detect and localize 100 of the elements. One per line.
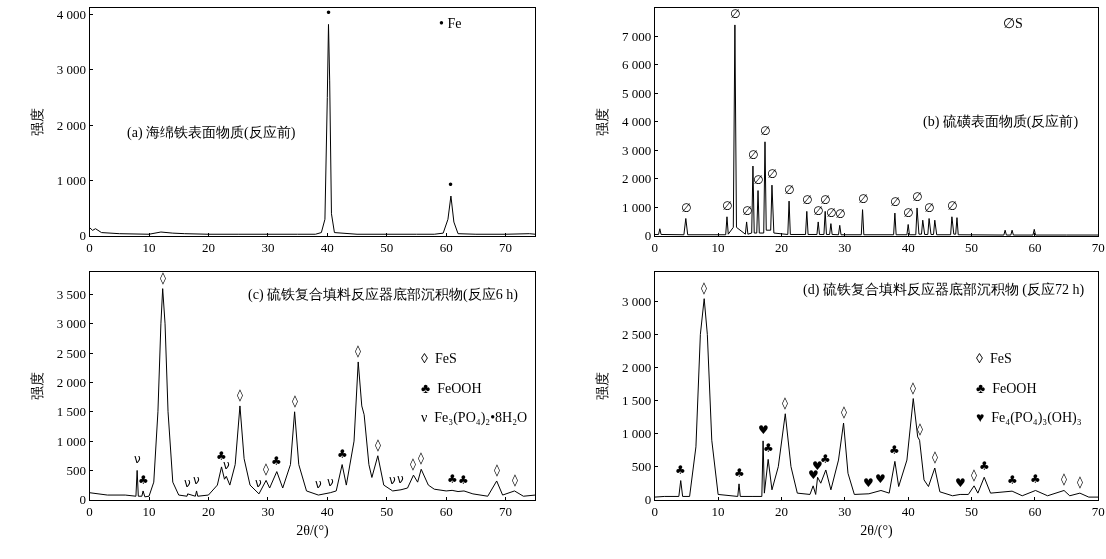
- y-tick-label: 500: [66, 462, 86, 478]
- y-tick-label: 1 500: [621, 393, 652, 409]
- text: (a) 海绵铁表面物质(反应前): [127, 125, 296, 141]
- annotation: ◊: [917, 422, 923, 436]
- annotation: ◊: [292, 394, 298, 408]
- y-tick-label: 1 500: [56, 404, 86, 420]
- annotation: ♣: [889, 443, 900, 457]
- y-tick-label: 5 000: [621, 85, 652, 101]
- x-tick-label: 50: [965, 240, 979, 256]
- annotation: ν: [327, 475, 334, 489]
- x-tick-label: 30: [261, 240, 275, 256]
- annotation: ◊: [1077, 475, 1083, 489]
- annotation: ◊: [375, 438, 381, 452]
- x-tick-label: 60: [439, 240, 453, 256]
- annotation: ◊: [841, 405, 847, 419]
- x-tick-label: 20: [201, 240, 215, 256]
- annotation: ♣: [447, 472, 458, 486]
- annotation: ∅: [730, 7, 741, 21]
- x-tick-label: 70: [499, 504, 513, 520]
- annotation: ♥: [875, 472, 886, 486]
- annotation: ∅: [835, 207, 846, 221]
- x-tick-label: 20: [201, 504, 215, 520]
- annotation: ◊: [782, 396, 788, 410]
- annotation: ♥: [758, 423, 769, 437]
- x-tick-label: 60: [1028, 504, 1042, 520]
- annotation: ∅: [890, 195, 901, 209]
- y-tick-label: 3 000: [621, 142, 652, 158]
- y-tick-label: 2 500: [56, 345, 86, 361]
- annotation: ν: [255, 476, 262, 490]
- x-tick-label: 40: [901, 504, 915, 520]
- annotation: ◊: [932, 450, 938, 464]
- text: (c) 硫铁复合填料反应器底部沉积物(反应6 h): [248, 287, 519, 303]
- annotation: ♣: [458, 473, 469, 487]
- x-tick-label: 50: [380, 240, 394, 256]
- annotation: ∅: [802, 193, 813, 207]
- x-tick-label: 70: [1091, 240, 1105, 256]
- x-tick-label: 40: [320, 504, 334, 520]
- annotation: ∅: [748, 148, 759, 162]
- x-tick-label: 60: [1028, 240, 1042, 256]
- y-tick-label: 7 000: [621, 28, 652, 44]
- annotation: ♣: [138, 473, 149, 487]
- annotation: ◊: [410, 457, 416, 471]
- y-tick-label: 4 000: [56, 7, 86, 23]
- annotation: ◊: [237, 388, 243, 402]
- annotation: ∅: [742, 204, 753, 218]
- x-tick-label: 10: [711, 240, 725, 256]
- annotation: ♥ Fe₄(PO₄)₃(OH)₃: [976, 410, 1082, 426]
- annotation: ∅: [947, 199, 958, 213]
- x-tick-label: 30: [261, 504, 275, 520]
- annotation: ◊: [971, 468, 977, 482]
- x-tick-label: 10: [711, 504, 725, 520]
- annotation: ♣ FeOOH: [421, 381, 482, 396]
- x-tick-label: 20: [774, 504, 788, 520]
- annotation: ν: [193, 473, 200, 487]
- annotation: ∅: [813, 204, 824, 218]
- annotation: ∅: [722, 199, 733, 213]
- y-tick-label: 2 000: [56, 375, 86, 391]
- x-tick-label: 30: [838, 240, 852, 256]
- annotation: ν: [397, 472, 404, 486]
- y-tick-label: 0: [79, 492, 86, 508]
- y-tick-label: 0: [644, 492, 652, 508]
- annotation: ♣: [337, 447, 348, 461]
- annotation: ♥: [955, 476, 966, 490]
- x-tick-label: 50: [380, 504, 394, 520]
- text: (b) 硫磺表面物质(反应前): [923, 114, 1079, 130]
- annotation: ♣: [271, 454, 282, 468]
- annotation: ∅: [681, 201, 692, 215]
- annotation: ◊ FeS: [976, 351, 1012, 366]
- annotation: ◊: [701, 281, 707, 295]
- annotation: ♣: [734, 466, 745, 480]
- text: (d) 硫铁复合填料反应器底部沉积物 (反应72 h): [803, 282, 1085, 298]
- x-tick-label: 40: [901, 240, 915, 256]
- x-tick-label: 40: [320, 240, 334, 256]
- y-tick-label: 1 000: [56, 173, 86, 189]
- x-tick-label: 70: [499, 240, 513, 256]
- annotation: ◊: [418, 451, 424, 465]
- annotation: •: [447, 178, 455, 192]
- annotation: ∅: [903, 206, 914, 220]
- annotation: ◊: [910, 381, 916, 395]
- annotation: ◊ FeS: [421, 351, 457, 366]
- annotation: ν: [389, 473, 396, 487]
- annotation: ♣: [979, 459, 990, 473]
- x-axis-title: 2θ/(°): [860, 522, 894, 539]
- x-tick-label: 20: [774, 240, 788, 256]
- annotation: ◊: [355, 344, 361, 358]
- x-tick-label: 60: [439, 504, 453, 520]
- y-tick-label: 1 000: [621, 426, 652, 442]
- annotation: ∅: [760, 124, 771, 138]
- y-tick-label: 2 000: [621, 360, 652, 376]
- annotation: ◊: [263, 462, 269, 476]
- y-tick-label: 500: [631, 459, 652, 475]
- y-tick-label: 3 000: [621, 293, 652, 309]
- annotation: ♣: [763, 441, 774, 455]
- y-tick-label: 4 000: [621, 114, 652, 130]
- x-tick-label: 10: [142, 240, 156, 256]
- annotation: ∅: [912, 190, 923, 204]
- y-axis-title: 强度: [30, 371, 46, 400]
- annotation: ∅S: [1003, 16, 1023, 31]
- y-tick-label: 3 000: [56, 62, 86, 78]
- y-tick-label: 2 000: [56, 117, 86, 133]
